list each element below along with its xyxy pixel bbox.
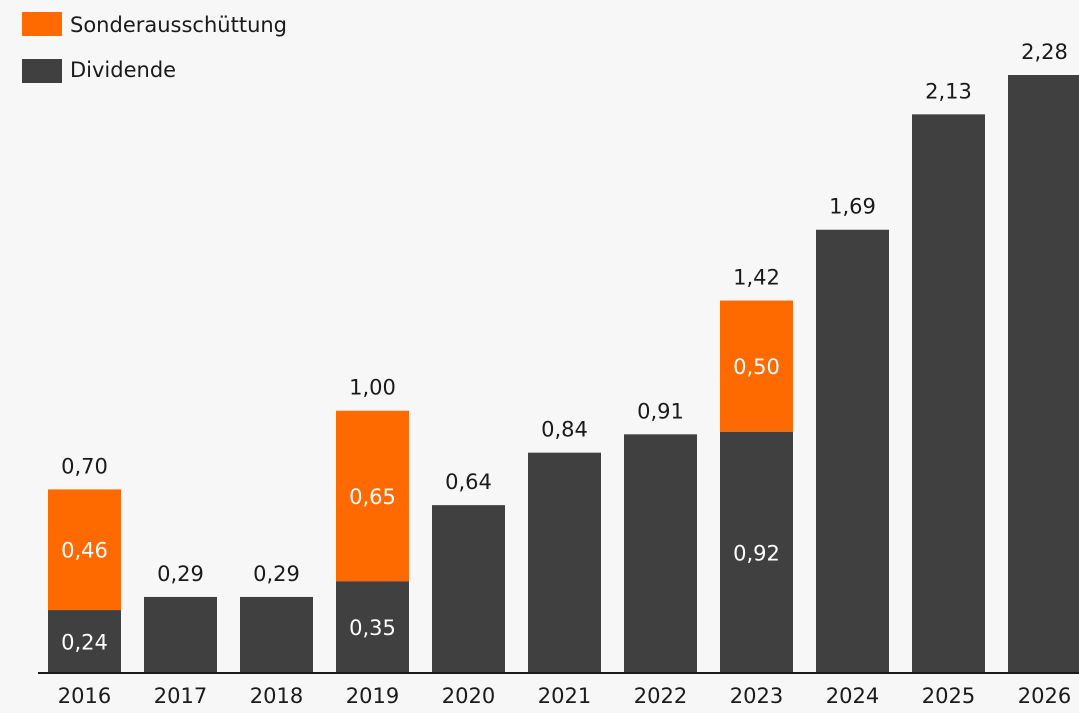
segment-label: 0,50 [733, 355, 780, 379]
total-label: 1,42 [733, 266, 780, 290]
x-tick-label: 2018 [250, 684, 303, 708]
segment-label: 0,24 [61, 631, 108, 655]
value-label: 0,29 [253, 562, 300, 586]
segment-label: 0,65 [349, 485, 396, 509]
x-tick-label: 2024 [826, 684, 879, 708]
x-tick-label: 2017 [154, 684, 207, 708]
value-label: 1,69 [829, 195, 876, 219]
legend-swatch [22, 12, 62, 36]
legend-label: Sonderausschüttung [70, 13, 287, 37]
value-label: 0,29 [157, 562, 204, 586]
x-tick-label: 2025 [922, 684, 975, 708]
x-tick-label: 2021 [538, 684, 591, 708]
bar-segment [48, 610, 121, 673]
segment-label: 0,46 [61, 539, 108, 563]
total-label: 0,70 [61, 454, 108, 478]
bar-segment [720, 431, 793, 673]
value-label: 0,64 [445, 470, 492, 494]
bar-segment [816, 229, 889, 674]
bar-segment [528, 452, 601, 673]
segment-label: 0,92 [733, 541, 780, 565]
x-tick-label: 2022 [634, 684, 687, 708]
legend-label: Dividende [70, 58, 176, 82]
bar-segment [336, 410, 409, 582]
value-label: 2,28 [1021, 40, 1068, 64]
x-tick-label: 2019 [346, 684, 399, 708]
x-tick-label: 2026 [1018, 684, 1071, 708]
total-label: 1,00 [349, 376, 396, 400]
x-tick-label: 2020 [442, 684, 495, 708]
bar-segment [624, 434, 697, 673]
value-label: 2,13 [925, 79, 972, 103]
bar-segment [48, 489, 121, 611]
bar-segment [720, 300, 793, 432]
segment-label: 0,35 [349, 616, 396, 640]
x-tick-label: 2016 [58, 684, 111, 708]
bar-segment [144, 596, 217, 673]
legend-swatch [22, 59, 62, 83]
x-tick-label: 2023 [730, 684, 783, 708]
bar-segment [432, 505, 505, 673]
bar-segment [240, 596, 313, 673]
value-label: 0,91 [637, 399, 684, 423]
bar-segment [912, 114, 985, 673]
value-label: 0,84 [541, 418, 588, 442]
bar-segment [1008, 75, 1079, 673]
bar-segment [336, 581, 409, 673]
